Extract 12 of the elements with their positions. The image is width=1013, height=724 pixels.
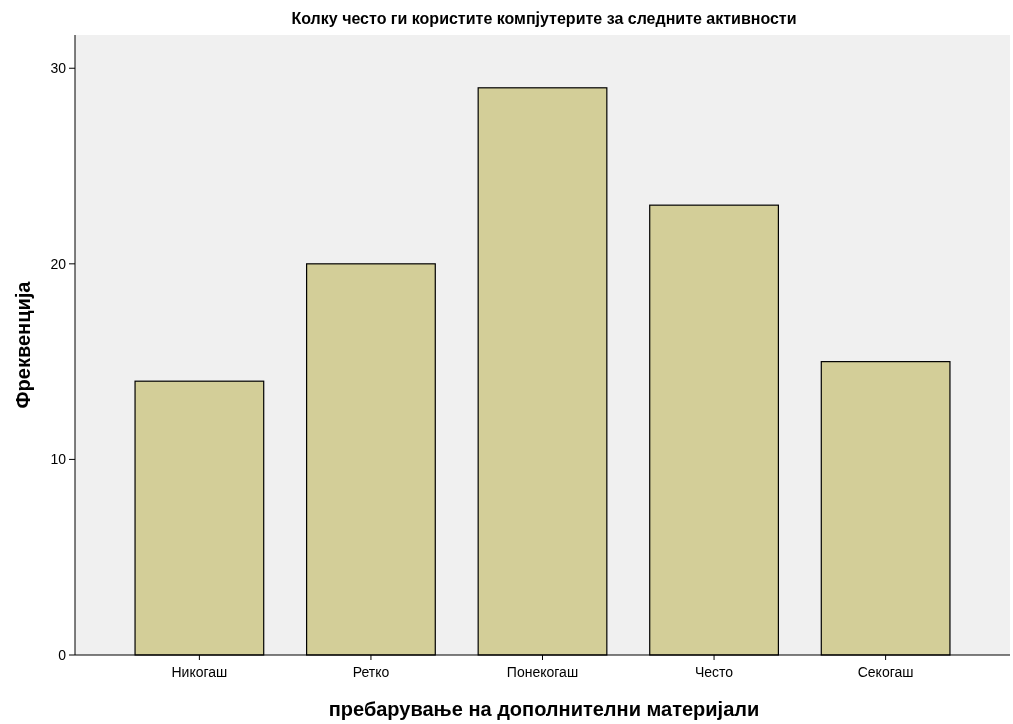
x-tick-label: Понекогаш	[506, 664, 579, 680]
y-tick-label: 30	[50, 60, 67, 77]
y-tick-label: 0	[58, 646, 67, 663]
x-axis-title: пребарување на дополнителни материјали	[328, 698, 760, 720]
y-tick-label: 10	[50, 451, 67, 468]
chart-title: Колку често ги користите компјутерите за следните активности	[291, 10, 797, 27]
y-tick-label: 20	[50, 255, 67, 272]
x-tick-label: Секогаш	[857, 664, 914, 680]
y-axis-title: Фреквенција	[12, 280, 34, 409]
x-tick-label: Никогаш	[171, 664, 228, 680]
x-tick-label: Често	[694, 664, 734, 680]
x-tick-label: Ретко	[352, 664, 390, 680]
